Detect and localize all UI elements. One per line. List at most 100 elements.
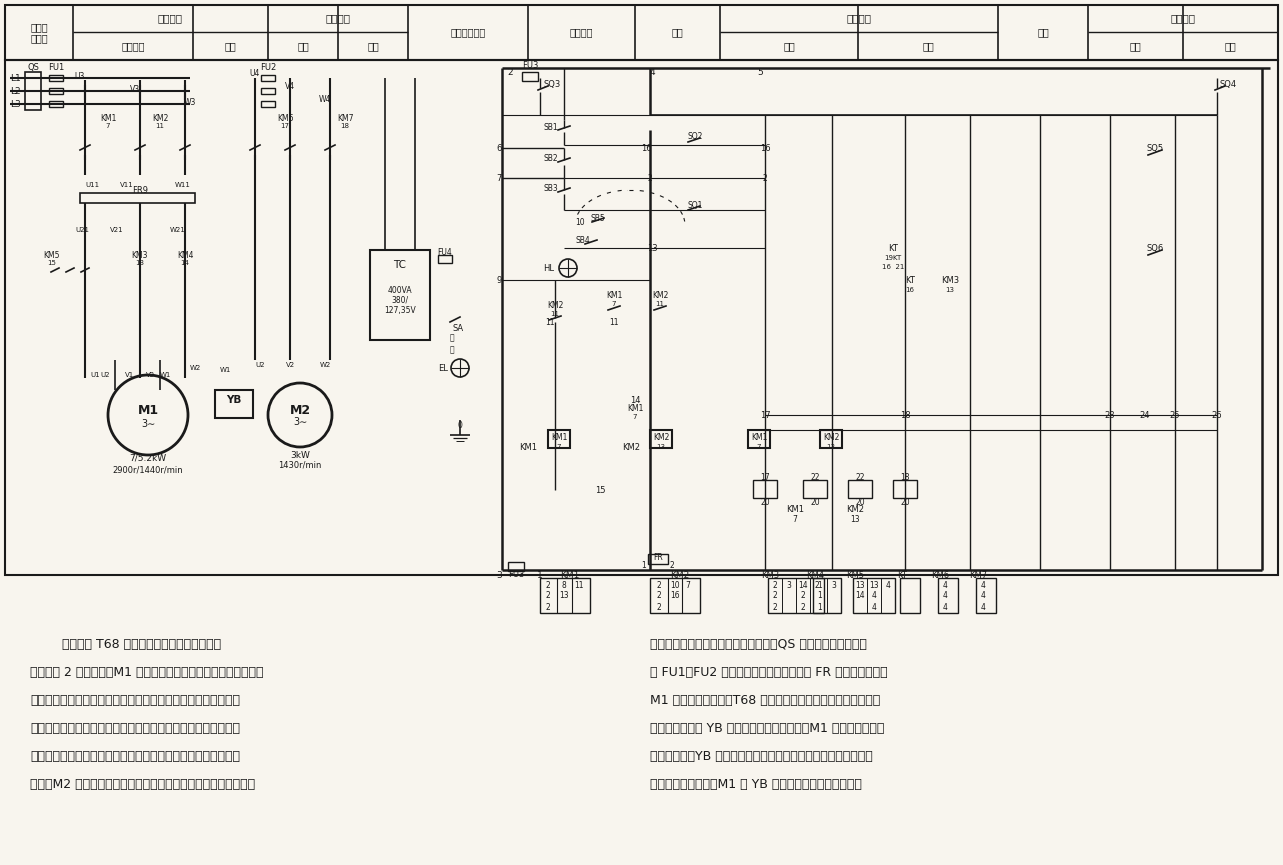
Text: KM1: KM1 (627, 403, 643, 413)
Bar (24, 72, 41, 110)
Text: 变压器及照明: 变压器及照明 (450, 28, 486, 37)
Text: 1: 1 (817, 592, 822, 600)
Bar (648, 554, 668, 564)
Text: KM5: KM5 (845, 571, 863, 580)
Text: M1 的过载保护作用。T68 型卧式镗床采用电磁操作的机械制动: M1 的过载保护作用。T68 型卧式镗床采用电磁操作的机械制动 (650, 695, 880, 708)
Bar (260, 101, 275, 107)
Bar (260, 75, 275, 81)
Bar (976, 578, 996, 613)
Text: KM1: KM1 (751, 432, 767, 441)
Text: QS: QS (27, 62, 38, 72)
Text: 9: 9 (497, 275, 502, 285)
Text: 4: 4 (980, 592, 985, 600)
Text: 反转: 反转 (367, 41, 378, 51)
Text: 图所示为 T68 型卧式镗床电气原理图。它的: 图所示为 T68 型卧式镗床电气原理图。它的 (30, 638, 221, 651)
Text: 反转: 反转 (783, 41, 795, 51)
Text: 7: 7 (685, 580, 690, 590)
Text: 13: 13 (559, 592, 568, 600)
Text: 主轴运转: 主轴运转 (122, 41, 145, 51)
Text: 7: 7 (793, 516, 798, 524)
Text: 13: 13 (657, 444, 666, 450)
Text: 14: 14 (856, 592, 865, 600)
Text: KM2: KM2 (622, 443, 640, 452)
Text: 7: 7 (757, 444, 761, 450)
Text: 10: 10 (670, 580, 680, 590)
Text: 3: 3 (831, 580, 837, 590)
Text: FR: FR (653, 553, 663, 561)
Text: KM2: KM2 (653, 432, 670, 441)
Text: U2: U2 (100, 372, 110, 378)
Text: 11: 11 (550, 311, 559, 317)
Text: KM2: KM2 (822, 432, 839, 441)
Text: 13: 13 (136, 260, 145, 266)
Bar (769, 578, 824, 613)
Text: 够的调节范围；三角形联结时为低速运行，双星形联结时为高速: 够的调节范围；三角形联结时为低速运行，双星形联结时为高速 (30, 751, 240, 764)
Bar (80, 193, 195, 203)
Text: 快速移动: 快速移动 (326, 14, 350, 23)
Text: KM2: KM2 (845, 505, 863, 515)
Text: SQ5: SQ5 (1147, 144, 1164, 152)
Bar (438, 255, 452, 263)
Text: 13: 13 (647, 244, 657, 253)
Text: KM7: KM7 (969, 571, 987, 580)
Text: 4: 4 (980, 603, 985, 612)
Bar (548, 430, 570, 448)
Text: 14: 14 (181, 260, 190, 266)
Text: 2: 2 (762, 174, 767, 183)
Text: 20: 20 (810, 497, 820, 507)
Text: 16: 16 (670, 592, 680, 600)
Text: 关: 关 (449, 345, 454, 355)
Text: 作进给用，要求正反向运转、正反点动、制动、高低速调速，并: 作进给用，要求正反向运转、正反点动、制动、高低速调速，并 (30, 695, 240, 708)
Text: 3∼: 3∼ (141, 419, 155, 429)
Text: L1: L1 (10, 74, 21, 82)
Bar (508, 562, 523, 571)
Text: 2: 2 (545, 603, 550, 612)
Text: 14: 14 (630, 395, 640, 405)
Bar (49, 75, 63, 81)
Text: 2: 2 (772, 603, 777, 612)
Text: SB1: SB1 (544, 123, 558, 131)
Bar (522, 72, 538, 81)
Text: 14: 14 (798, 580, 808, 590)
Text: KM1: KM1 (550, 432, 567, 441)
Text: SQ2: SQ2 (688, 131, 703, 140)
Text: 高速: 高速 (1037, 28, 1049, 37)
Text: 2: 2 (657, 580, 661, 590)
Text: SB4: SB4 (575, 235, 590, 245)
Text: KT: KT (897, 571, 907, 580)
Text: SQ3: SQ3 (544, 80, 561, 88)
Text: 4: 4 (885, 580, 890, 590)
Text: W2: W2 (319, 362, 331, 368)
Bar (813, 578, 840, 613)
Text: 7/5.2kW: 7/5.2kW (130, 453, 167, 463)
Text: 19KT: 19KT (884, 255, 902, 261)
Text: 7: 7 (497, 174, 502, 183)
Text: 6: 6 (497, 144, 502, 152)
Text: 2: 2 (801, 603, 806, 612)
Text: KM1: KM1 (786, 505, 804, 515)
Text: U11: U11 (85, 182, 99, 188)
Text: 8: 8 (562, 580, 566, 590)
Text: 2: 2 (801, 592, 806, 600)
Text: M2: M2 (290, 403, 310, 417)
Text: V2: V2 (285, 362, 295, 368)
Text: V11: V11 (121, 182, 133, 188)
Text: 15: 15 (595, 485, 606, 495)
Text: KM6: KM6 (931, 571, 949, 580)
Text: 11: 11 (609, 317, 618, 326)
Text: V1: V1 (126, 372, 135, 378)
Text: FU3: FU3 (522, 61, 538, 70)
Text: 2: 2 (545, 580, 550, 590)
Text: 1: 1 (817, 603, 822, 612)
Text: 4: 4 (871, 592, 876, 600)
Text: L3: L3 (10, 99, 21, 108)
Text: KM2: KM2 (652, 291, 668, 299)
Text: 22: 22 (856, 472, 865, 482)
Bar (260, 88, 275, 94)
Text: 开: 开 (449, 334, 454, 343)
Text: W1: W1 (159, 372, 171, 378)
Text: 装置，电路中的 YB 是机械制动电磁铁线圈。M1 无论是正方向或: 装置，电路中的 YB 是机械制动电磁铁线圈。M1 无论是正方向或 (650, 722, 884, 735)
Text: KM1: KM1 (561, 571, 580, 580)
Bar (216, 390, 253, 418)
Text: 17: 17 (281, 123, 290, 129)
